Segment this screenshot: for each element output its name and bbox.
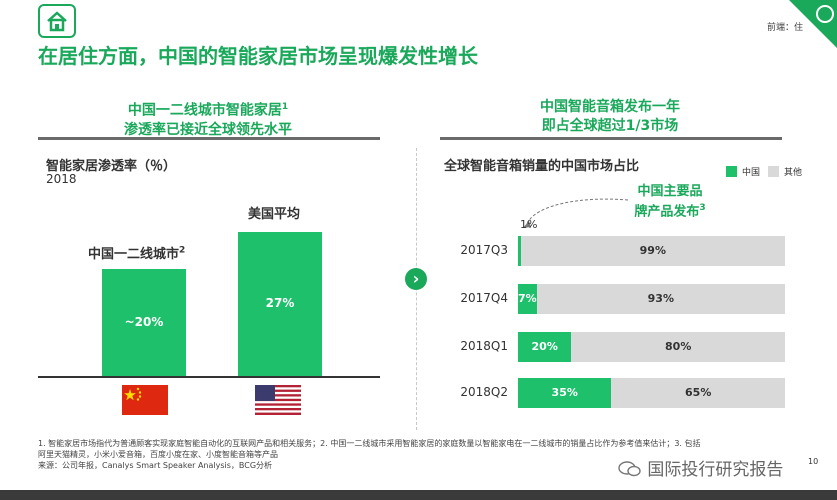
category-label-china-cities: 中国一二线城市2 <box>88 243 185 262</box>
footnotes: 1. 智能家居市场指代为普通顾客实现家庭智能自动化的互联网产品和相关服务；2. … <box>38 438 798 471</box>
legend-swatch-china <box>726 166 737 177</box>
bar-usa-value-label: 27% <box>265 296 295 310</box>
house-logo-icon <box>38 4 76 38</box>
source-note: 来源：公司年报，Canalys Smart Speaker Analysis，B… <box>38 461 273 470</box>
left-section-heading: 中国一二线城市智能家居1 渗透率已接近全球领先水平 <box>38 98 378 140</box>
watermark: 国际投行研究报告 <box>618 455 783 480</box>
bar-segment-china-2018q2 <box>518 378 612 408</box>
bar-segment-other-2017q4 <box>536 284 785 314</box>
chevron-right-icon[interactable]: › <box>405 268 427 290</box>
right-heading-line2: 即占全球超过1/3市场 <box>541 118 679 134</box>
legend-label-other: 其他 <box>784 168 803 178</box>
right-heading-line1: 中国智能音箱发布一年 <box>540 99 680 115</box>
value-label-china-2018q2: 35% <box>551 386 578 399</box>
right-heading-rule <box>440 137 782 140</box>
page-number: 10 <box>808 457 819 466</box>
right-section-heading: 中国智能音箱发布一年 即占全球超过1/3市场 <box>440 98 780 136</box>
bar-segment-china-2017q3 <box>518 236 521 266</box>
category-label-usa: 美国平均 <box>248 207 301 222</box>
brand-launch-annotation: 中国主要品 牌产品发布3 <box>620 183 720 220</box>
value-label-other-2018q2: 65% <box>685 386 712 399</box>
bar-segment-other-2018q1 <box>571 332 785 362</box>
category-label-china-text: 中国一二线城市 <box>88 247 180 262</box>
footnote-line2: 阿里天猫精灵，小米小爱音箱，百度小度在家、小度智能音箱等产品 <box>38 450 278 459</box>
annotation-footnote-mark: 3 <box>699 203 706 213</box>
value-label-other-2017q3: 99% <box>639 244 666 257</box>
bar-china-value-label: ~20% <box>124 314 164 329</box>
china-flag-icon <box>122 385 168 415</box>
bar-segment-other-2018q2 <box>611 378 785 408</box>
bar-segment-china-2017q4 <box>518 284 537 314</box>
category-label-2017q3: 2017Q3 <box>460 243 508 257</box>
legend-label-china: 中国 <box>742 168 761 178</box>
left-chart-year: 2018 <box>46 172 77 186</box>
category-label-2018q1: 2018Q1 <box>460 339 508 353</box>
wechat-icon <box>618 460 642 478</box>
corner-label: 前端：住 <box>766 23 803 33</box>
right-chart-title: 全球智能音箱销量的中国市场占比 <box>444 159 640 174</box>
category-label-2017q4: 2017Q4 <box>460 291 508 305</box>
left-heading-line2: 渗透率已接近全球领先水平 <box>124 121 292 138</box>
usa-flag-icon <box>255 385 301 415</box>
left-chart-title: 智能家居渗透率（％） <box>46 159 177 174</box>
left-chart-baseline <box>38 376 380 378</box>
value-label-other-2017q4: 93% <box>647 292 674 305</box>
category-label-china-sup: 2 <box>179 245 186 256</box>
bar-usa-average <box>238 232 322 376</box>
bar-segment-other-2017q3 <box>520 236 785 266</box>
value-label-china-2017q4: 7% <box>518 292 537 305</box>
value-label-other-2018q1: 80% <box>665 340 692 353</box>
left-heading-rule <box>38 137 380 140</box>
category-label-2018q2: 2018Q2 <box>460 385 508 399</box>
value-label-china-2018q1: 20% <box>531 340 558 353</box>
bar-china-cities <box>102 269 186 376</box>
annotation-line1: 中国主要品 <box>637 184 703 199</box>
page-title: 在居住方面，中国的智能家居市场呈现爆发性增长 <box>38 44 478 68</box>
annotation-line2: 牌产品发布 <box>634 204 700 220</box>
corner-circle-icon <box>816 5 834 23</box>
legend-swatch-other <box>768 166 779 177</box>
watermark-text: 国际投行研究报告 <box>647 460 784 480</box>
left-heading-line1: 中国一二线城市智能家居 <box>127 102 282 119</box>
value-label-china-2017q3: 1% <box>520 218 538 231</box>
footnote-line1: 1. 智能家居市场指代为普通顾客实现家庭智能自动化的互联网产品和相关服务；2. … <box>38 439 701 448</box>
left-heading-footnote-mark: 1 <box>281 102 289 112</box>
bottom-bar <box>0 490 837 500</box>
bar-segment-china-2018q1 <box>518 332 572 362</box>
